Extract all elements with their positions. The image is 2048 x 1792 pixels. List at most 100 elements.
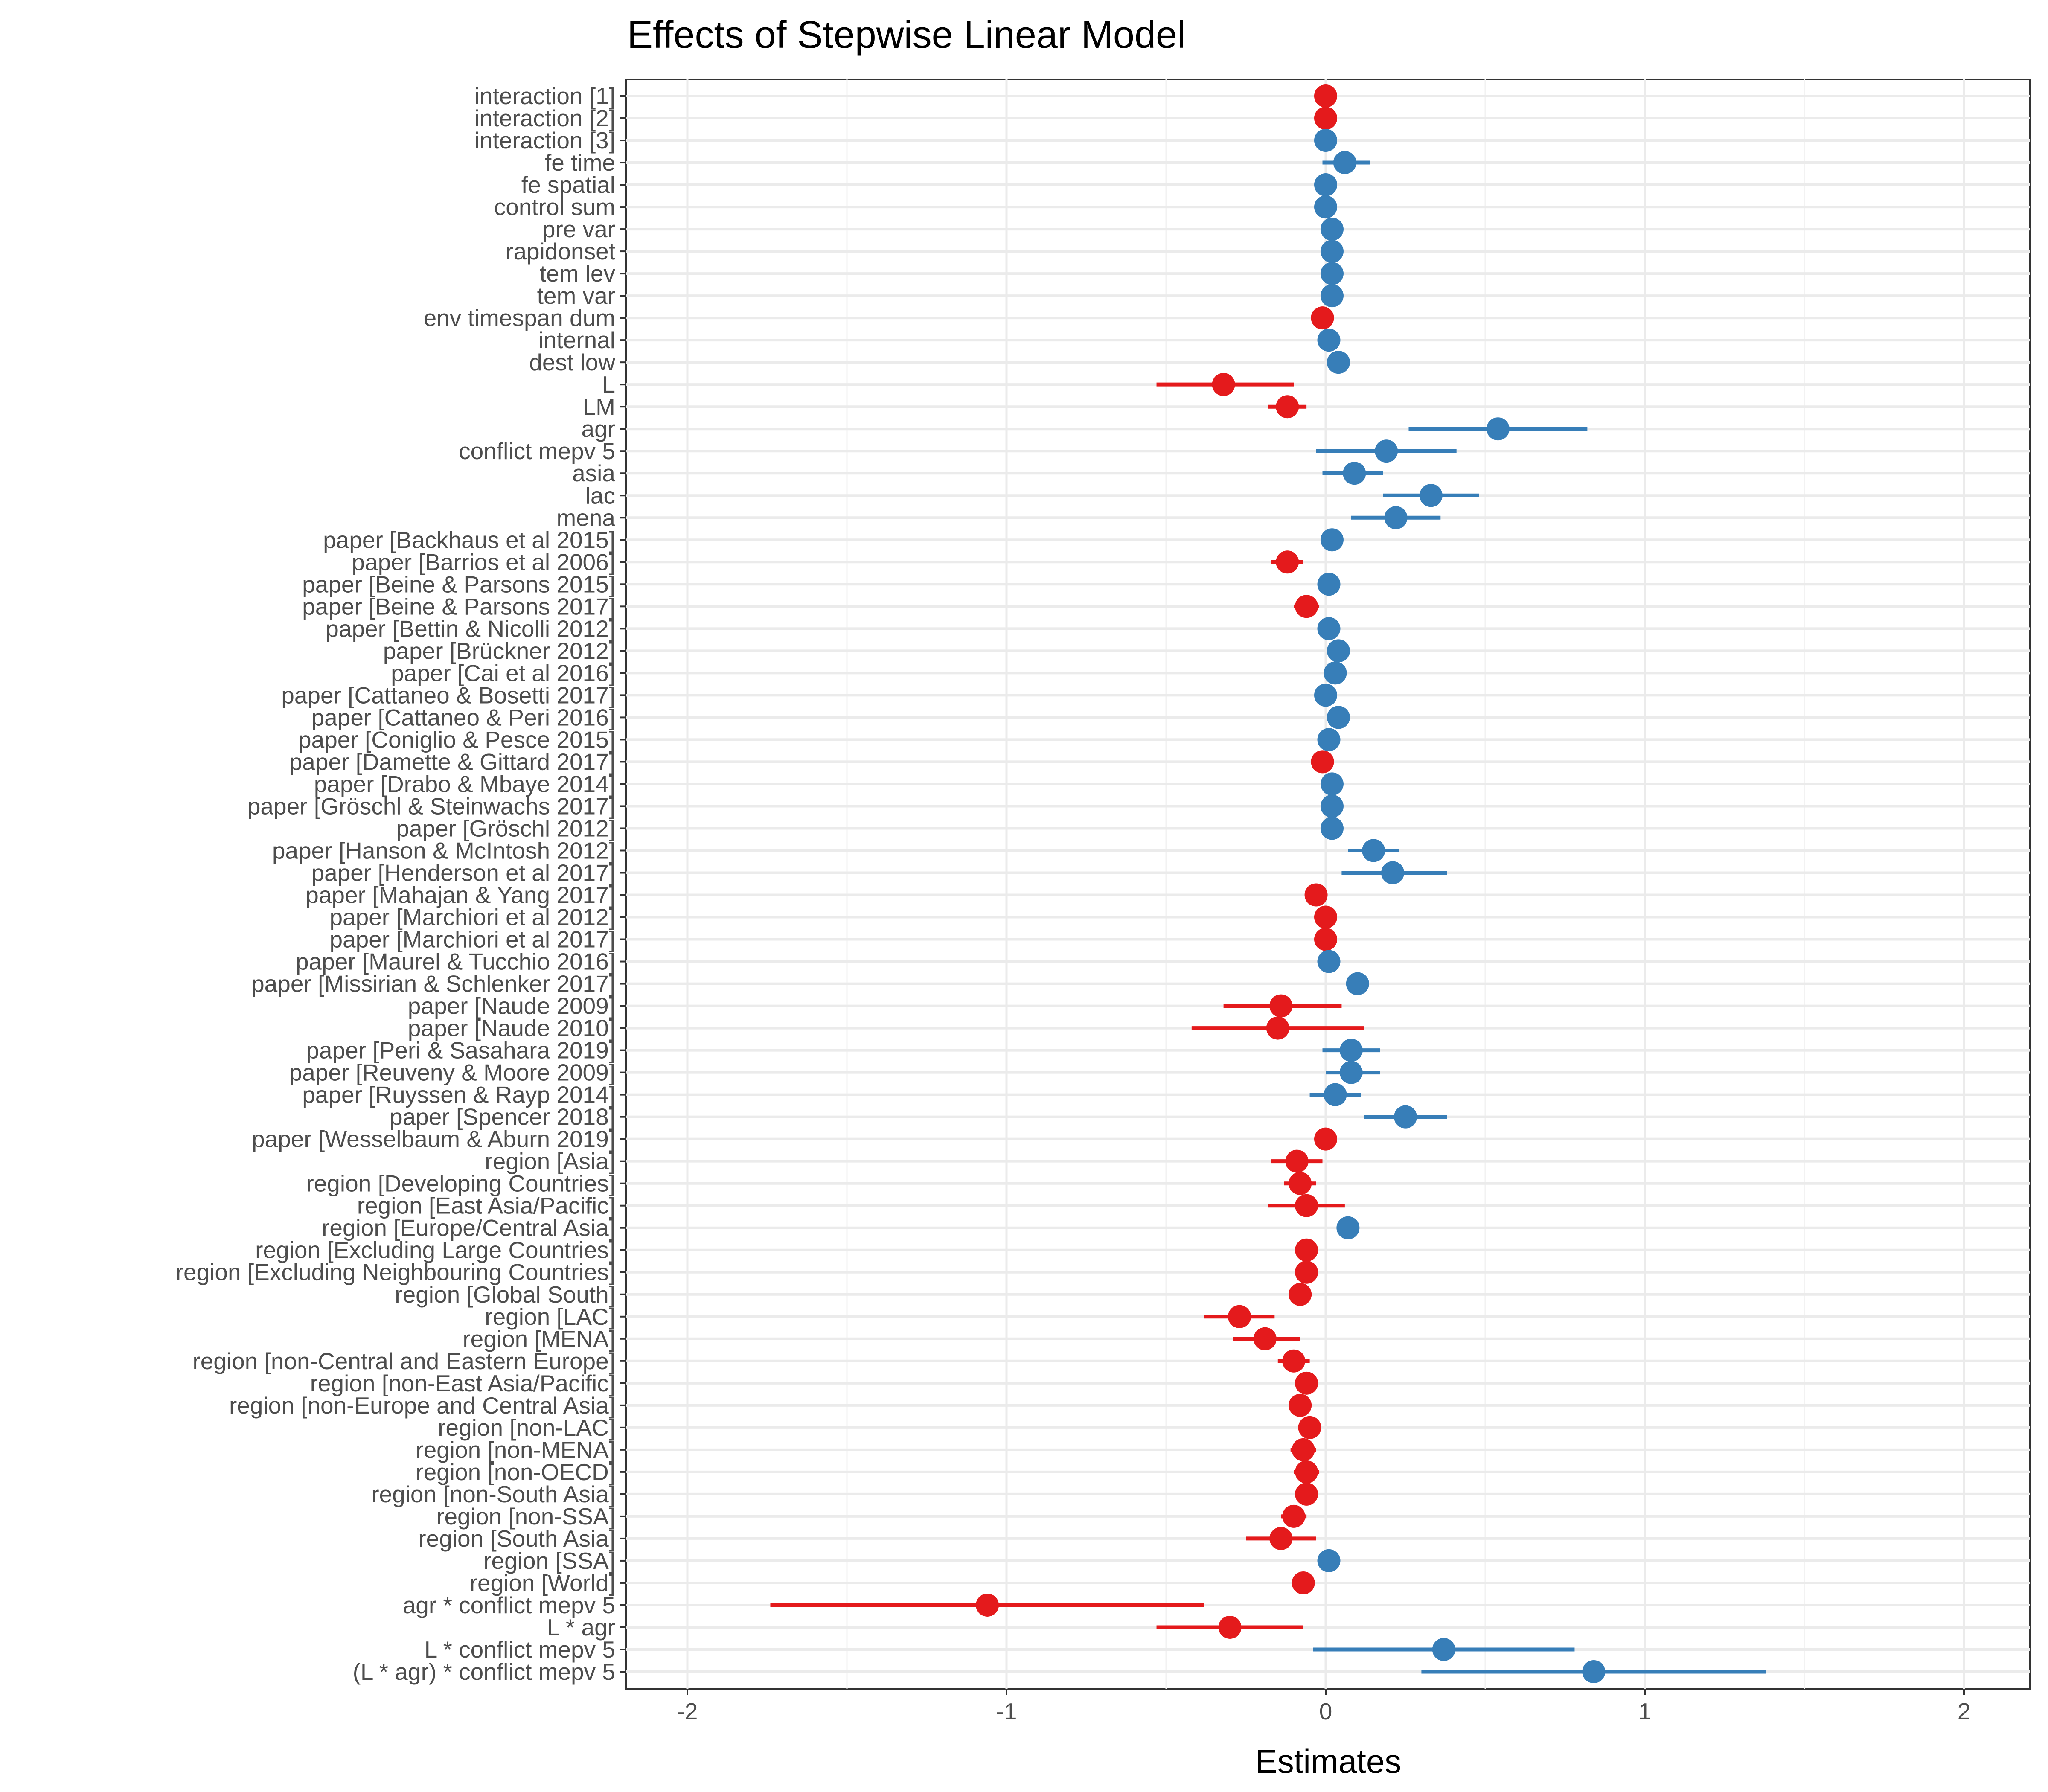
x-tick-label: -2 xyxy=(677,1698,698,1725)
estimate-point xyxy=(1266,1016,1289,1040)
estimate-point xyxy=(1289,1393,1312,1417)
estimate-point xyxy=(1276,550,1299,574)
y-tick-label: region [MENA] xyxy=(463,1326,615,1352)
y-tick-label: tem lev xyxy=(540,260,616,287)
y-tick-label: paper [Cai et al 2016] xyxy=(391,660,615,686)
estimate-point xyxy=(1327,351,1350,374)
estimate-point xyxy=(1343,462,1366,485)
y-tick-label: (L * agr) * conflict mepv 5 xyxy=(353,1658,615,1685)
estimate-point xyxy=(1486,417,1510,441)
y-tick-label: paper [Barrios et al 2006] xyxy=(352,549,615,575)
estimate-point xyxy=(1295,1238,1318,1262)
y-tick-label: dest low xyxy=(529,349,615,375)
y-tick-label: paper [Henderson et al 2017] xyxy=(311,859,615,886)
estimate-point xyxy=(1285,1149,1309,1173)
y-tick-label: paper [Beine & Parsons 2015] xyxy=(302,571,615,597)
estimate-point xyxy=(1292,1438,1315,1461)
estimate-point xyxy=(1218,1615,1242,1639)
estimate-point xyxy=(1320,772,1344,796)
estimate-point xyxy=(1320,284,1344,308)
estimate-point xyxy=(1320,817,1344,840)
y-tick-label: paper [Naude 2009] xyxy=(408,993,615,1019)
estimate-point xyxy=(1582,1660,1606,1683)
y-tick-label: region [Developing Countries] xyxy=(306,1170,615,1197)
y-tick-label: interaction [3] xyxy=(474,127,615,154)
y-tick-label: region [non-MENA] xyxy=(416,1437,615,1463)
estimate-point xyxy=(1292,1571,1315,1594)
y-tick-label: paper [Gröschl 2012] xyxy=(396,815,615,841)
y-tick-label: region [LAC] xyxy=(485,1303,615,1330)
estimate-point xyxy=(1212,373,1235,396)
estimate-point xyxy=(1314,84,1337,108)
estimate-point xyxy=(1314,195,1337,219)
estimate-point xyxy=(1324,661,1347,685)
y-axis-ticks: interaction [1]interaction [2]interactio… xyxy=(176,83,626,1685)
estimate-point xyxy=(1320,528,1344,552)
estimate-point xyxy=(1295,1260,1318,1284)
estimate-point xyxy=(1317,950,1341,973)
y-tick-label: paper [Mahajan & Yang 2017] xyxy=(305,882,615,908)
data-marks xyxy=(770,84,1766,1683)
y-tick-label: paper [Naude 2010] xyxy=(408,1015,615,1041)
y-tick-label: mena xyxy=(556,504,615,531)
y-tick-label: paper [Marchiori et al 2017] xyxy=(329,926,615,953)
estimate-point xyxy=(1269,994,1293,1018)
estimate-point xyxy=(1253,1327,1277,1350)
y-tick-label: region [Global South] xyxy=(395,1281,615,1308)
y-tick-label: asia xyxy=(572,460,615,486)
estimate-point xyxy=(1314,684,1337,707)
estimate-point xyxy=(1339,1039,1363,1062)
estimate-point xyxy=(1314,173,1337,197)
y-tick-label: paper [Drabo & Mbaye 2014] xyxy=(314,771,615,797)
estimate-point xyxy=(1336,1216,1360,1239)
y-tick-label: paper [Coniglio & Pesce 2015] xyxy=(298,726,615,753)
estimate-point xyxy=(1298,1416,1321,1439)
y-tick-label: region [Excluding Large Countries] xyxy=(255,1237,615,1263)
y-tick-label: control sum xyxy=(494,194,615,220)
y-tick-label: paper [Maurel & Tucchio 2016] xyxy=(296,948,615,975)
estimate-point xyxy=(1317,728,1341,751)
estimate-point xyxy=(1394,1105,1417,1129)
estimate-point xyxy=(1269,1527,1293,1550)
y-tick-label: internal xyxy=(538,327,615,353)
estimate-point xyxy=(1327,706,1350,729)
y-tick-label: region [non-Europe and Central Asia] xyxy=(229,1392,615,1419)
y-tick-label: region [non-South Asia] xyxy=(371,1481,615,1507)
y-tick-label: paper [Backhaus et al 2015] xyxy=(323,527,615,553)
y-tick-label: paper [Missirian & Schlenker 2017] xyxy=(251,971,615,997)
y-tick-label: region [non-East Asia/Pacific] xyxy=(310,1370,615,1396)
estimate-point xyxy=(1289,1172,1312,1195)
estimate-point xyxy=(1320,240,1344,263)
y-tick-label: region [non-Central and Eastern Europe] xyxy=(192,1348,615,1374)
estimate-point xyxy=(1384,506,1408,529)
x-tick-label: 2 xyxy=(1958,1698,1971,1725)
estimate-point xyxy=(1276,395,1299,419)
estimate-point xyxy=(1320,794,1344,818)
y-tick-label: region [non-LAC] xyxy=(438,1414,615,1441)
estimate-point xyxy=(1314,928,1337,951)
y-tick-label: paper [Ruyssen & Rayp 2014] xyxy=(302,1082,615,1108)
y-tick-label: region [non-SSA] xyxy=(436,1503,615,1530)
estimate-point xyxy=(1333,151,1356,175)
y-tick-label: tem var xyxy=(537,282,615,309)
y-tick-label: rapidonset xyxy=(506,238,615,265)
estimate-point xyxy=(976,1593,999,1617)
y-tick-label: region [East Asia/Pacific] xyxy=(357,1193,615,1219)
y-tick-label: paper [Gröschl & Steinwachs 2017] xyxy=(247,793,615,819)
y-tick-label: region [World] xyxy=(470,1570,615,1596)
y-tick-label: paper [Peri & Sasahara 2019] xyxy=(306,1037,615,1064)
y-tick-label: pre var xyxy=(542,216,615,242)
y-tick-label: region [South Asia] xyxy=(418,1525,615,1552)
estimate-point xyxy=(1228,1305,1251,1328)
y-tick-label: interaction [2] xyxy=(474,105,615,131)
estimate-point xyxy=(1381,861,1405,884)
estimate-point xyxy=(1314,107,1337,130)
y-tick-label: paper [Cattaneo & Peri 2016] xyxy=(311,704,615,730)
y-tick-label: L * agr xyxy=(547,1614,615,1641)
y-tick-label: agr xyxy=(582,416,616,442)
y-tick-label: paper [Damette & Gittard 2017] xyxy=(289,748,615,775)
x-axis-ticks: -2 -1 0 1 2 xyxy=(677,1689,1971,1725)
estimate-point xyxy=(1317,573,1341,596)
y-tick-label: agr * conflict mepv 5 xyxy=(403,1592,615,1618)
